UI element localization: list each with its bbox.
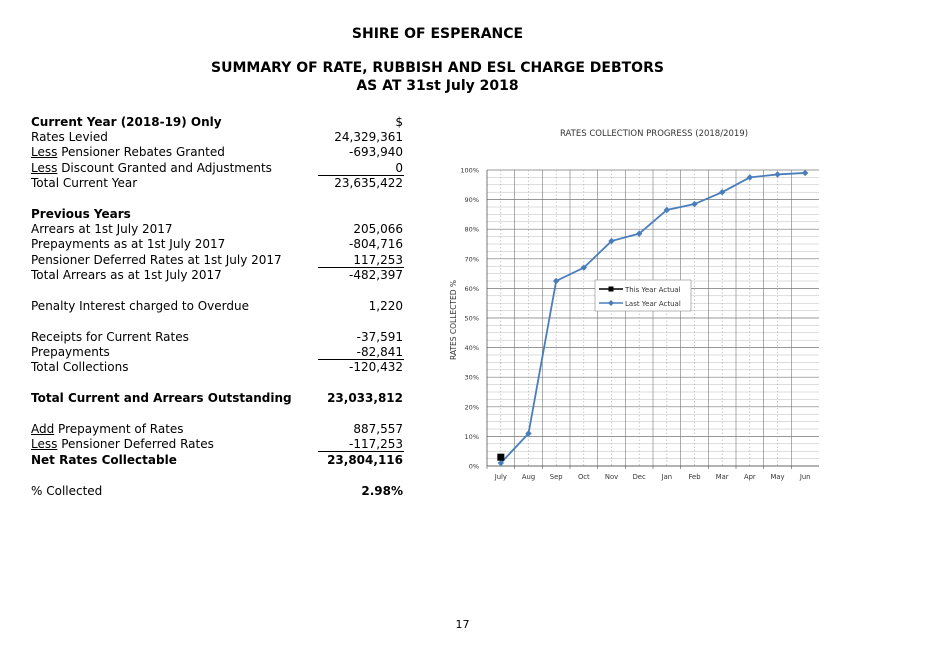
less-deferred-row: Less Pensioner Deferred Rates [31,437,214,452]
page-number: 17 [455,618,470,631]
add-prepayment-label: Prepayment of Rates [54,422,184,436]
legend-entry-this-year: This Year Actual [599,286,681,294]
this-year-point [497,453,505,461]
y-tick-label: 20% [465,403,479,411]
subtotal-rule [318,451,404,452]
pensioner-deferred-label: Pensioner Deferred Rates at 1st July 201… [31,253,282,267]
discount-value: 0 [395,161,403,175]
organization-name: SHIRE OF ESPERANCE [351,26,524,42]
total-current-label: Total Current Year [31,176,138,190]
prepayments-value: -82,841 [356,345,403,359]
chart-grid [487,169,819,467]
subtotal-rule [318,175,404,176]
x-tick-label: Nov [605,473,618,481]
pensioner-deferred-value: 117,253 [353,253,403,267]
receipts-value: -37,591 [356,330,403,344]
add-prepayment-value: 887,557 [353,422,403,436]
prepayments-label: Prepayments [31,345,110,359]
subtotal-rule [318,359,404,360]
receipts-label: Receipts for Current Rates [31,330,189,344]
legend-entry-last-year: Last Year Actual [599,300,681,308]
legend-label: Last Year Actual [625,300,681,308]
x-tick-label: Sep [550,473,563,481]
total-current-value: 23,635,422 [334,176,403,190]
x-tick-label: Mar [716,473,729,481]
y-tick-label: 60% [465,285,479,293]
legend-marker [608,300,614,306]
report-title: SUMMARY OF RATE, RUBBISH AND ESL CHARGE … [211,60,664,76]
rates-levied-value: 24,329,361 [334,130,403,144]
pct-collected-value: 2.98% [361,484,403,498]
less-prefix: Less [31,437,58,451]
x-tick-label: Jan [661,473,672,481]
last-year-point [608,237,615,245]
less-deferred-value: -117,253 [349,437,403,451]
last-year-line [500,172,806,464]
x-tick-label: Oct [578,473,590,481]
less-prefix: Less [31,161,58,175]
discount-label: Discount Granted and Adjustments [57,161,272,175]
total-arrears-value: -482,397 [349,268,403,282]
last-year-point [801,169,809,177]
y-tick-label: 80% [465,226,479,234]
less-deferred-label: Pensioner Deferred Rates [57,437,214,451]
discount-row: Less Discount Granted and Adjustments [31,161,272,176]
legend-marker [608,286,614,292]
y-tick-label: 90% [465,196,479,204]
prepayments-july-value: -804,716 [349,237,403,251]
last-year-point [691,200,698,208]
x-tick-label: Jun [799,473,811,481]
prepayments-july-label: Prepayments as at 1st July 2017 [31,237,226,251]
add-prefix: Add [31,422,55,436]
x-tick-label: May [770,473,784,481]
current-year-heading: Current Year (2018-19) Only [31,115,222,129]
previous-years-heading: Previous Years [31,207,131,221]
y-tick-label: 50% [465,315,479,323]
pct-collected-label: % Collected [31,484,103,498]
x-tick-label: July [494,473,507,481]
y-tick-label: 10% [465,433,479,441]
x-tick-label: Aug [522,473,535,481]
penalty-interest-value: 1,220 [368,299,403,313]
penalty-interest-label: Penalty Interest charged to Overdue [31,299,249,313]
y-tick-label: 70% [465,255,479,263]
y-tick-label: 30% [465,374,479,382]
last-year-point [552,277,560,285]
x-tick-label: Dec [633,473,646,481]
chart-axes: 0% 10% 20% 30% 40% 50% 60% 70% 80% 90% 100% July Aug… [460,167,819,481]
net-collectable-value: 23,804,116 [327,453,403,467]
last-year-point [746,174,754,181]
outstanding-value: 23,033,812 [327,391,403,405]
total-collections-value: -120,432 [349,360,403,374]
legend-label: This Year Actual [624,286,681,294]
less-prefix: Less [31,145,58,159]
last-year-point [525,430,532,437]
add-prepayment-row: Add Prepayment of Rates [31,422,184,437]
chart-title: RATES COLLECTION PROGRESS (2018/2019) [560,129,748,139]
pensioner-rebates-label: Pensioner Rebates Granted [57,145,225,159]
chart-legend: This Year Actual Last Year Actual [594,279,692,312]
x-tick-label: Apr [744,473,756,481]
y-tick-label: 40% [465,344,479,352]
arrears-label: Arrears at 1st July 2017 [31,222,173,236]
outstanding-label: Total Current and Arrears Outstanding [31,391,292,405]
rates-collection-chart: RATES COLLECTION PROGRESS (2018/2019) 0%… [449,129,819,481]
last-year-point [774,171,781,178]
report-date: AS AT 31st July 2018 [356,78,519,94]
y-tick-label: 0% [469,463,479,471]
pensioner-rebates-row: Less Pensioner Rebates Granted [31,145,225,160]
last-year-point [497,459,505,467]
rates-levied-label: Rates Levied [31,130,108,144]
total-collections-label: Total Collections [31,360,129,374]
pensioner-rebates-value: -693,940 [349,145,403,159]
last-year-point [718,189,726,196]
total-arrears-label: Total Arrears as at 1st July 2017 [31,268,222,282]
y-axis-title: RATES COLLECTED % [449,280,458,360]
subtotal-rule [318,267,404,268]
y-tick-label: 100% [460,167,479,175]
x-tick-label: Feb [688,473,700,481]
net-collectable-label: Net Rates Collectable [31,453,177,467]
currency-symbol: $ [395,115,403,129]
arrears-value: 205,066 [353,222,403,236]
